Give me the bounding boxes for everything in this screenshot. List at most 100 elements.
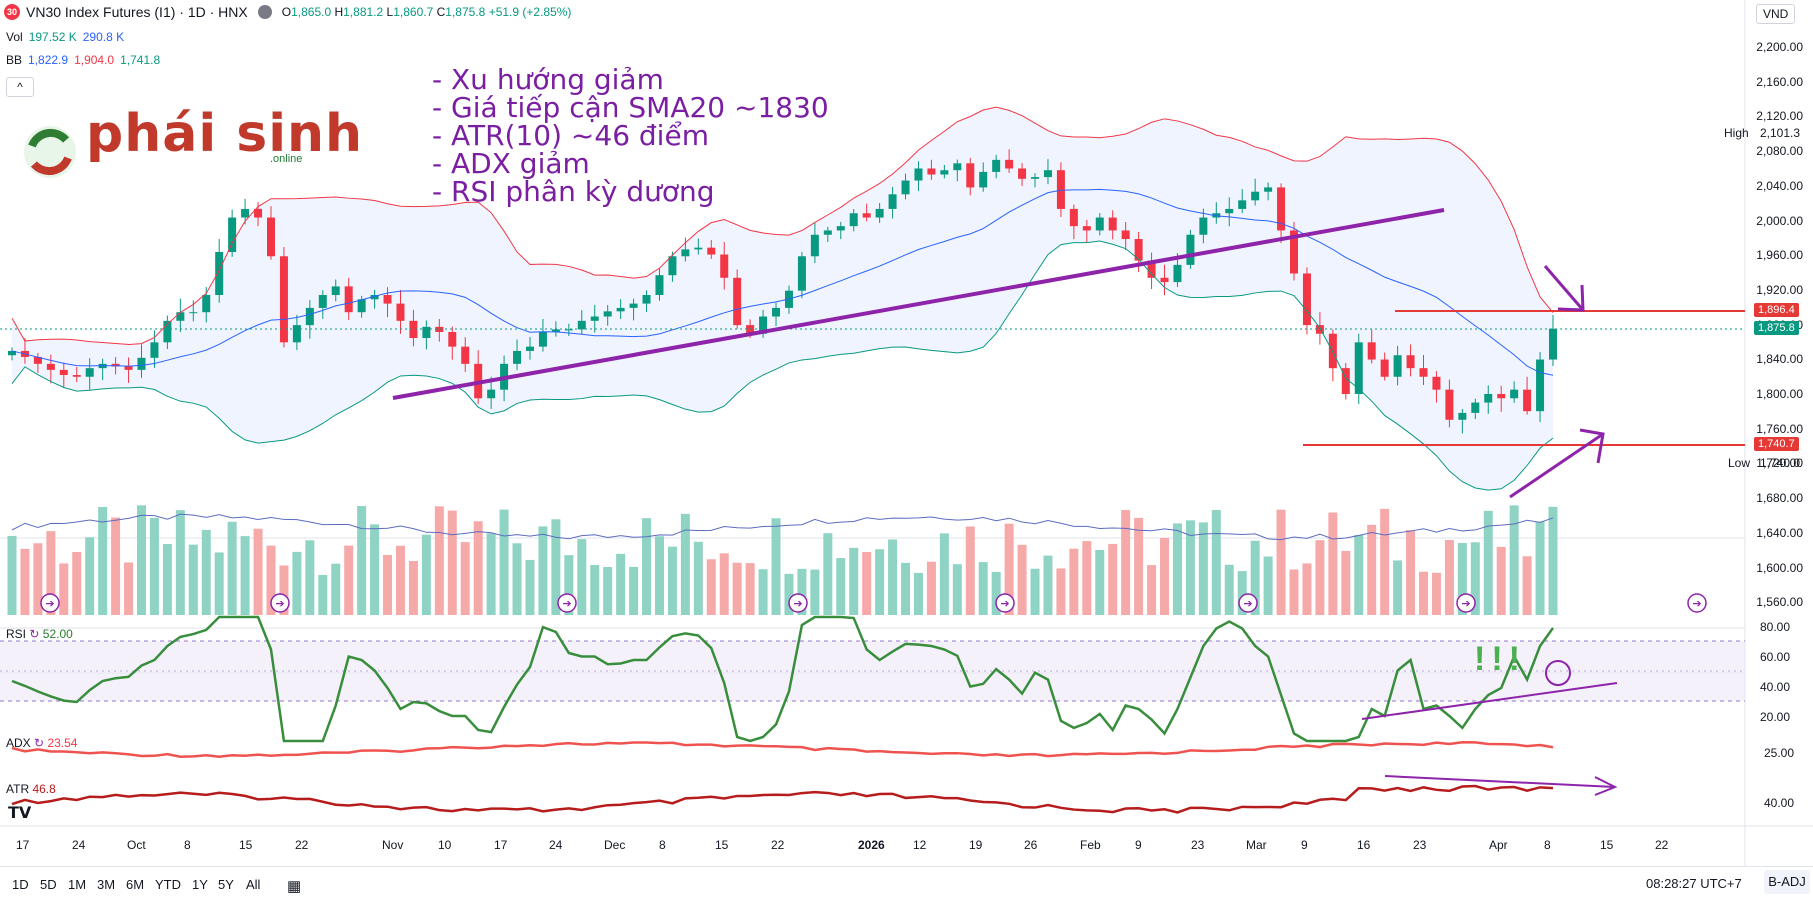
bb-legend[interactable]: BB 1,822.9 1,904.0 1,741.8 — [6, 53, 161, 67]
candle-body — [1354, 342, 1363, 394]
bb-fill-area — [12, 107, 1553, 491]
candle-body — [1134, 239, 1143, 261]
low-label: Low — [1728, 456, 1751, 470]
period-1y[interactable]: 1Y — [192, 877, 208, 892]
candle-body — [111, 363, 120, 367]
chart-header: 30 VN30 Index Futures (I1) · 1D · HNX O1… — [4, 4, 571, 20]
volume-bar — [745, 563, 755, 615]
candle-body — [163, 320, 172, 343]
candle-body — [124, 366, 133, 370]
high-value: 2,101.3 — [1760, 126, 1801, 140]
volume-bar — [357, 506, 367, 615]
candle-body — [150, 342, 159, 358]
period-6m[interactable]: 6M — [126, 877, 145, 892]
volume-bar — [1160, 537, 1170, 615]
candle-body — [616, 307, 625, 312]
adx-legend[interactable]: ADX ↻ 23.54 — [6, 736, 78, 750]
volume-bar — [7, 535, 17, 615]
marker-arrow-glyph: ➔ — [1461, 597, 1470, 610]
volume-bar — [1224, 564, 1234, 615]
volume-bar — [421, 534, 431, 615]
candle-body — [1445, 389, 1454, 420]
event-markers: ➔ ➔ ➔ ➔ ➔ ➔ ➔ ➔ — [40, 593, 1707, 613]
price-axis-label: 1,920.00 — [1756, 282, 1803, 297]
volume-bar — [1043, 555, 1053, 615]
price-axis-label: 2,160.00 — [1756, 74, 1803, 89]
volume-bar — [85, 537, 95, 615]
volume-bar — [706, 559, 716, 615]
time-axis-label: Mar — [1246, 838, 1267, 852]
time-axis-label: 9 — [1135, 838, 1142, 852]
rsi-band — [0, 641, 1745, 701]
volume-bar — [460, 542, 470, 615]
volume-bar — [1017, 544, 1027, 615]
adjust-button[interactable]: B-ADJ — [1764, 870, 1810, 894]
candle-body — [513, 350, 522, 364]
collapse-legend-button[interactable]: ^ — [6, 77, 34, 97]
time-axis-label: 12 — [913, 838, 927, 852]
volume-bar — [1457, 543, 1467, 615]
candle-body — [590, 316, 599, 321]
volume-bar — [1276, 509, 1286, 615]
candle-body — [1497, 393, 1506, 399]
dividend-marker-icon — [40, 593, 60, 613]
volume-bar — [383, 555, 393, 615]
volume-bar — [499, 509, 509, 615]
volume-bar — [1134, 517, 1144, 615]
candle-body — [266, 217, 275, 257]
volume-legend[interactable]: Vol 197.52 K 290.8 K — [6, 30, 125, 44]
candle-body — [1432, 376, 1441, 390]
currency-select[interactable]: VND — [1756, 4, 1796, 24]
candle-body — [305, 307, 314, 326]
time-axis-label: 22 — [771, 838, 785, 852]
symbol-title[interactable]: VN30 Index Futures (I1) · 1D · HNX — [26, 4, 248, 20]
period-5d[interactable]: 5D — [40, 877, 57, 892]
volume-bar — [719, 553, 729, 615]
time-axis-label: Oct — [127, 838, 146, 852]
candle-body — [396, 303, 405, 321]
candle-body — [292, 325, 301, 343]
volume-bar — [693, 541, 703, 615]
bollinger-band-fill — [12, 107, 1553, 491]
rsi-exclamation: !!! — [1474, 640, 1526, 678]
period-all[interactable]: All — [246, 877, 261, 892]
period-5y[interactable]: 5Y — [218, 877, 234, 892]
volume-bar — [616, 553, 626, 615]
support-tag: 1,740.7 — [1754, 437, 1799, 451]
volume-bar — [33, 543, 43, 615]
period-3m[interactable]: 3M — [97, 877, 116, 892]
dividend-marker-icon — [557, 593, 577, 613]
adx-path — [11, 741, 1554, 759]
candle-body — [85, 368, 94, 377]
period-1m[interactable]: 1M — [68, 877, 87, 892]
rsi-legend[interactable]: RSI ↻ 52.00 — [6, 627, 73, 641]
volume-bar — [1185, 520, 1195, 615]
candle-body — [448, 331, 457, 347]
volume-bar — [447, 510, 457, 615]
volume-bar — [331, 563, 341, 615]
period-ytd[interactable]: YTD — [155, 877, 181, 892]
dividend-marker-icon — [1687, 593, 1707, 613]
eye-icon[interactable] — [257, 5, 272, 19]
candle-body — [979, 171, 988, 188]
analysis-notes: - Xu hướng giảm - Giá tiếp cận SMA20 ~18… — [432, 66, 829, 206]
atr-legend[interactable]: ATR 46.8 — [6, 782, 56, 796]
tv-logo-icon[interactable]: 𝗧𝗩 — [8, 805, 32, 822]
price-axis-label: 1,800.00 — [1756, 387, 1803, 401]
calendar-icon[interactable]: ▦ — [287, 878, 302, 895]
volume-bar — [1004, 523, 1014, 615]
rsi-axis-20: 20.00 — [1760, 710, 1791, 724]
volume-bar — [1470, 542, 1480, 615]
volume-bar — [486, 533, 496, 615]
price-axis-label: 2,080.00 — [1756, 144, 1803, 159]
candle-body — [1393, 355, 1402, 377]
candle-body — [577, 320, 586, 330]
candle-body — [1419, 368, 1428, 377]
clock[interactable]: 08:28:27 UTC+7 — [1646, 876, 1742, 891]
volume-bar — [1211, 510, 1221, 615]
symbol-badge[interactable]: 30 — [4, 4, 20, 20]
volume-bar — [214, 552, 224, 615]
dividend-marker-icon — [1238, 593, 1258, 613]
period-1d[interactable]: 1D — [12, 877, 29, 892]
